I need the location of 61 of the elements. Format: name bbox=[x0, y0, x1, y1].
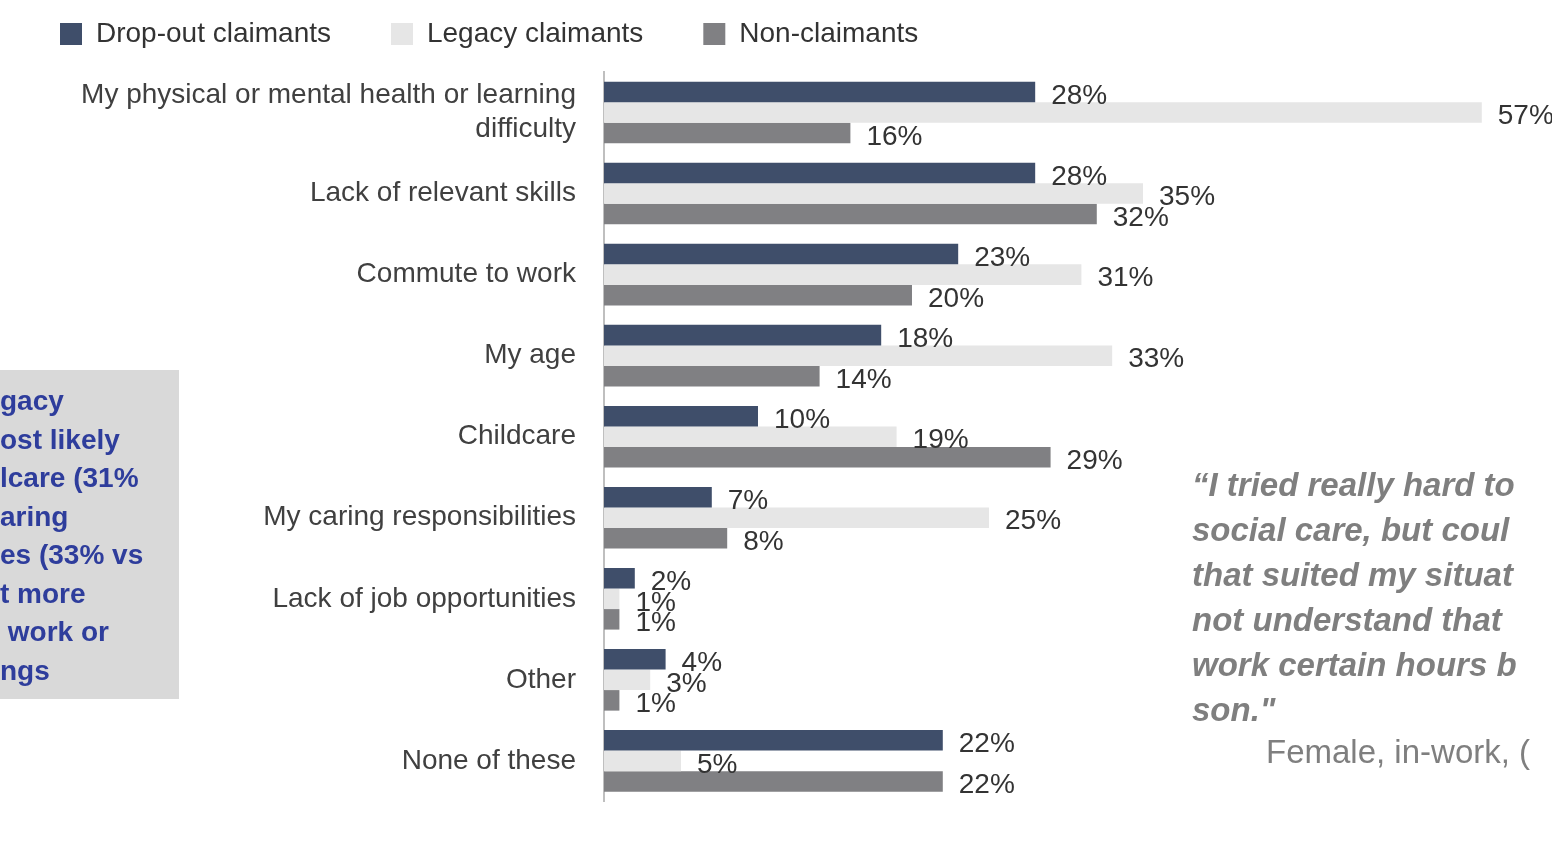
data-label: 18% bbox=[897, 321, 954, 353]
y-tick-label: Childcare bbox=[457, 419, 576, 451]
bar bbox=[604, 649, 666, 670]
data-label: 19% bbox=[912, 423, 969, 455]
data-label: 31% bbox=[1097, 261, 1154, 293]
y-tick-label: Commute to work bbox=[356, 257, 577, 289]
data-label: 7% bbox=[727, 483, 769, 515]
bar bbox=[604, 162, 1036, 184]
y-tick-label: None of these bbox=[401, 743, 576, 775]
annotation: “I tried really hard to social care, but coul that suited my situat not understand that work certain hours b son." bbox=[1192, 465, 1517, 730]
bar bbox=[604, 690, 620, 711]
y-tick-label: My age bbox=[484, 338, 576, 370]
bar bbox=[604, 102, 1482, 123]
bar bbox=[604, 345, 1113, 366]
data-label: 22% bbox=[958, 768, 1015, 800]
data-label: 22% bbox=[958, 727, 1015, 759]
legend-label: Non-claimants bbox=[739, 16, 919, 48]
data-label: 8% bbox=[743, 524, 784, 556]
legend-label: Legacy claimants bbox=[426, 16, 644, 48]
bar bbox=[604, 567, 635, 589]
bar bbox=[604, 588, 620, 610]
bar bbox=[604, 446, 1051, 468]
bar bbox=[604, 750, 681, 772]
data-label: 28% bbox=[1051, 159, 1108, 191]
data-label: 16% bbox=[866, 119, 923, 151]
data-label: 20% bbox=[927, 281, 985, 313]
data-label: 5% bbox=[697, 747, 738, 779]
bar bbox=[604, 284, 912, 306]
data-label: 25% bbox=[1004, 504, 1062, 536]
bar bbox=[604, 122, 851, 144]
bar bbox=[604, 730, 943, 751]
bar bbox=[604, 203, 1097, 225]
data-label: 29% bbox=[1066, 443, 1123, 475]
bar bbox=[604, 81, 1036, 103]
annotation: Female, in-work, ( bbox=[1266, 733, 1531, 771]
bar bbox=[604, 669, 651, 691]
data-label: 14% bbox=[835, 362, 892, 394]
bar bbox=[604, 609, 620, 630]
legend-label: Drop-out claimants bbox=[96, 16, 331, 48]
bar bbox=[604, 426, 897, 447]
y-tick-label: Other bbox=[505, 662, 576, 694]
y-tick-label: My physical or mental health or learning difficulty bbox=[81, 78, 576, 144]
bar bbox=[604, 324, 882, 346]
y-tick-label: Lack of job opportunities bbox=[272, 581, 576, 613]
y-tick-label: My caring responsibilities bbox=[263, 500, 576, 532]
y-tick-label: Lack of relevant skills bbox=[309, 176, 576, 208]
bar bbox=[604, 264, 1082, 285]
bar bbox=[604, 365, 820, 387]
text: gacy ost likely lcare (31% aring es (33% vs t more work or ngs bbox=[0, 370, 179, 699]
data-label: 23% bbox=[974, 240, 1031, 272]
bar bbox=[604, 528, 728, 549]
bar bbox=[604, 507, 989, 529]
bar bbox=[604, 405, 758, 427]
bar bbox=[604, 486, 712, 508]
bar bbox=[604, 183, 1143, 204]
data-label: 57% bbox=[1497, 99, 1552, 131]
bar bbox=[604, 771, 943, 792]
data-label: 10% bbox=[774, 402, 831, 434]
data-label: 33% bbox=[1128, 342, 1185, 374]
data-label: 28% bbox=[1051, 78, 1108, 110]
bar bbox=[604, 243, 959, 265]
